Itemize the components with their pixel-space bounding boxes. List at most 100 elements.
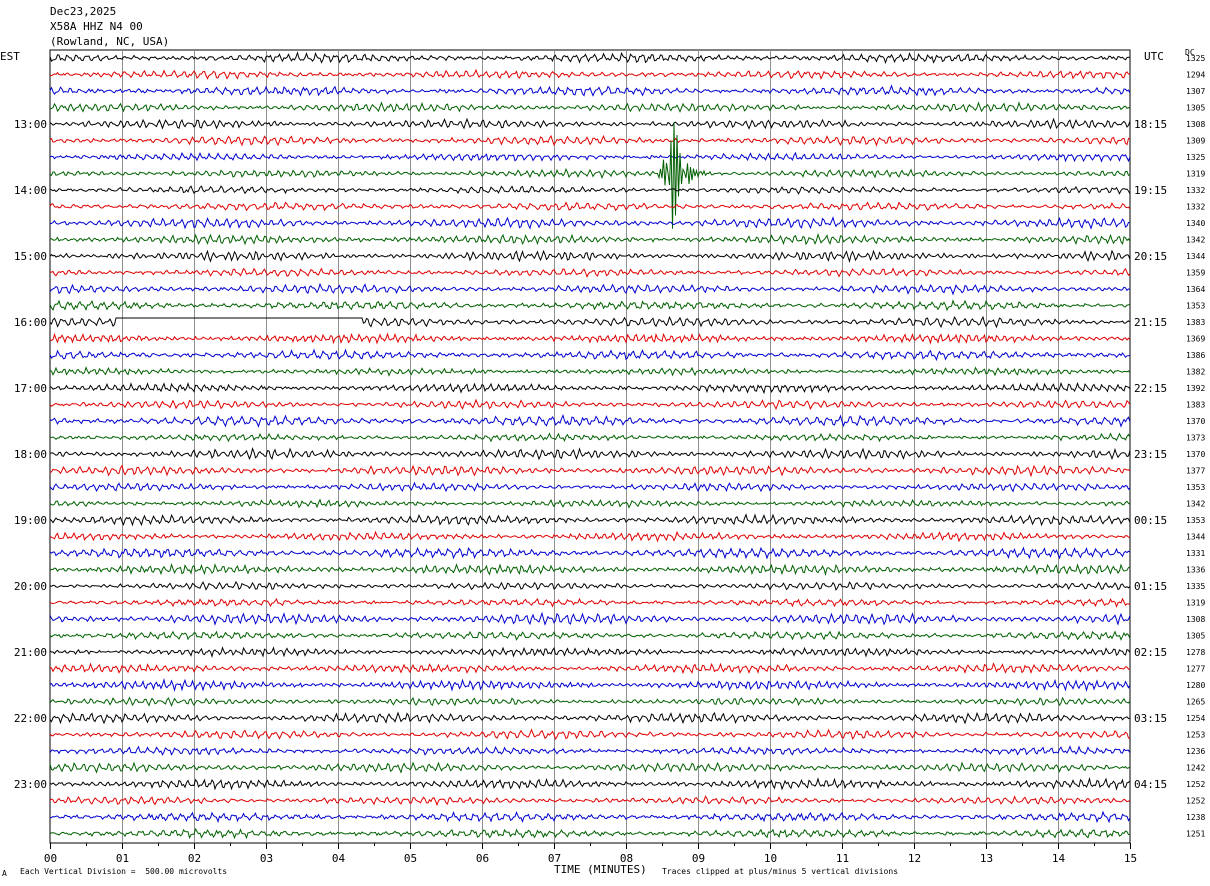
seismic-trace xyxy=(49,728,1131,741)
dc-offset-label: 1251 xyxy=(1186,830,1205,839)
dc-offset-label: 1252 xyxy=(1186,780,1205,789)
hour-label-utc: 03:15 xyxy=(1134,712,1167,725)
seismic-trace xyxy=(49,481,1131,493)
dc-offset-label: 1340 xyxy=(1186,219,1205,228)
hour-label-utc: 02:15 xyxy=(1134,646,1167,659)
clip-note: Traces clipped at plus/minus 5 vertical … xyxy=(662,867,899,876)
x-tick-label: 05 xyxy=(404,852,417,865)
dc-offset-label: 1383 xyxy=(1186,318,1205,327)
dc-offset-label: 1370 xyxy=(1186,417,1205,426)
seismic-trace xyxy=(49,711,1131,725)
header-location: (Rowland, NC, USA) xyxy=(50,35,170,48)
seismic-trace xyxy=(49,185,1131,195)
dc-offset-label: 1254 xyxy=(1186,714,1205,723)
dc-offset-label: 1277 xyxy=(1186,665,1205,674)
dc-offset-label: 1265 xyxy=(1186,698,1205,707)
dc-offset-label: 1319 xyxy=(1186,599,1205,608)
dc-offset-label: 1382 xyxy=(1186,368,1205,377)
dc-offset-label: 1307 xyxy=(1186,87,1205,96)
dc-offset-label: 1392 xyxy=(1186,384,1205,393)
hour-label-utc: 19:15 xyxy=(1134,184,1167,197)
x-tick-label: 04 xyxy=(332,852,346,865)
seismic-trace xyxy=(49,630,1131,641)
dc-offset-label: 1353 xyxy=(1186,302,1205,311)
hour-label-utc: 20:15 xyxy=(1134,250,1167,263)
dc-offset-label: 1294 xyxy=(1186,71,1205,80)
seismic-trace xyxy=(49,513,1131,527)
dc-offset-label: 1278 xyxy=(1186,648,1205,657)
scale-note: Each Vertical Division = 500.00 microvol… xyxy=(20,867,228,876)
x-tick-label: 15 xyxy=(1124,852,1137,865)
seismic-trace xyxy=(49,249,1131,264)
seismic-trace xyxy=(49,432,1131,443)
seismic-trace xyxy=(49,151,1131,163)
seismic-trace xyxy=(49,216,1131,230)
dc-offset-label: 1305 xyxy=(1186,104,1205,113)
x-tick-label: 01 xyxy=(116,852,129,865)
seismic-trace xyxy=(49,776,1131,791)
seismic-trace xyxy=(49,810,1131,824)
hour-label-utc: 18:15 xyxy=(1134,118,1167,131)
dc-offset-label: 1309 xyxy=(1186,137,1205,146)
seismic-trace xyxy=(49,398,1131,411)
seismic-trace xyxy=(49,282,1131,296)
dc-offset-label: 1242 xyxy=(1186,764,1205,773)
seismic-trace xyxy=(49,597,1131,608)
dc-offset-label: 1353 xyxy=(1186,516,1205,525)
hour-label-utc: 23:15 xyxy=(1134,448,1167,461)
seismic-trace xyxy=(49,696,1131,707)
dc-offset-label: 1252 xyxy=(1186,797,1205,806)
dc-offset-label: 1386 xyxy=(1186,351,1205,360)
hour-label-est: 15:00 xyxy=(14,250,47,263)
x-tick-label: 06 xyxy=(476,852,489,865)
hour-label-utc: 22:15 xyxy=(1134,382,1167,395)
dc-offset-label: 1335 xyxy=(1186,582,1205,591)
corner-mark: A xyxy=(2,869,7,878)
x-tick-label: 00 xyxy=(44,852,57,865)
seismic-trace xyxy=(49,498,1131,509)
seismic-trace xyxy=(49,611,1131,626)
seismic-trace xyxy=(49,134,1131,147)
dc-offset-label: 1342 xyxy=(1186,236,1205,245)
dc-offset-label: 1325 xyxy=(1186,54,1205,63)
seismic-trace xyxy=(50,68,1131,80)
seismic-trace xyxy=(49,332,1131,345)
hour-label-est: 13:00 xyxy=(14,118,47,131)
seismic-trace xyxy=(49,122,1130,229)
hour-label-est: 20:00 xyxy=(14,580,47,593)
seismic-trace xyxy=(49,761,1131,774)
x-tick-label: 07 xyxy=(548,852,561,865)
seismic-trace xyxy=(49,117,1131,130)
dc-offset-label: 1331 xyxy=(1186,549,1205,558)
x-tick-label: 13 xyxy=(980,852,993,865)
x-tick-label: 08 xyxy=(620,852,633,865)
x-tick-label: 09 xyxy=(692,852,705,865)
left-timezone-label: EST xyxy=(0,50,20,63)
header-station: X58A HHZ N4 00 xyxy=(50,20,143,33)
seismic-trace xyxy=(49,646,1131,659)
dc-label: DC xyxy=(1185,48,1195,57)
dc-offset-label: 1342 xyxy=(1186,500,1205,509)
dc-offset-label: 1370 xyxy=(1186,450,1205,459)
seismic-trace xyxy=(49,446,1131,461)
seismic-trace xyxy=(49,232,1131,246)
dc-offset-label: 1373 xyxy=(1186,434,1205,443)
dc-offset-label: 1308 xyxy=(1186,615,1205,624)
x-tick-label: 10 xyxy=(764,852,777,865)
seismic-trace xyxy=(49,678,1131,692)
dc-offset-label: 1336 xyxy=(1186,566,1205,575)
seismic-trace xyxy=(49,381,1131,395)
hour-label-utc: 01:15 xyxy=(1134,580,1167,593)
hour-label-utc: 21:15 xyxy=(1134,316,1167,329)
hour-label-est: 14:00 xyxy=(14,184,47,197)
seismic-trace xyxy=(49,84,1131,97)
x-tick-label: 02 xyxy=(188,852,201,865)
dc-offset-label: 1325 xyxy=(1186,153,1205,162)
x-tick-label: 11 xyxy=(836,852,849,865)
seismic-trace xyxy=(49,546,1131,560)
seismic-trace xyxy=(49,530,1131,543)
seismic-trace xyxy=(49,413,1131,428)
hour-label-est: 23:00 xyxy=(14,778,47,791)
dc-offset-label: 1369 xyxy=(1186,335,1205,344)
